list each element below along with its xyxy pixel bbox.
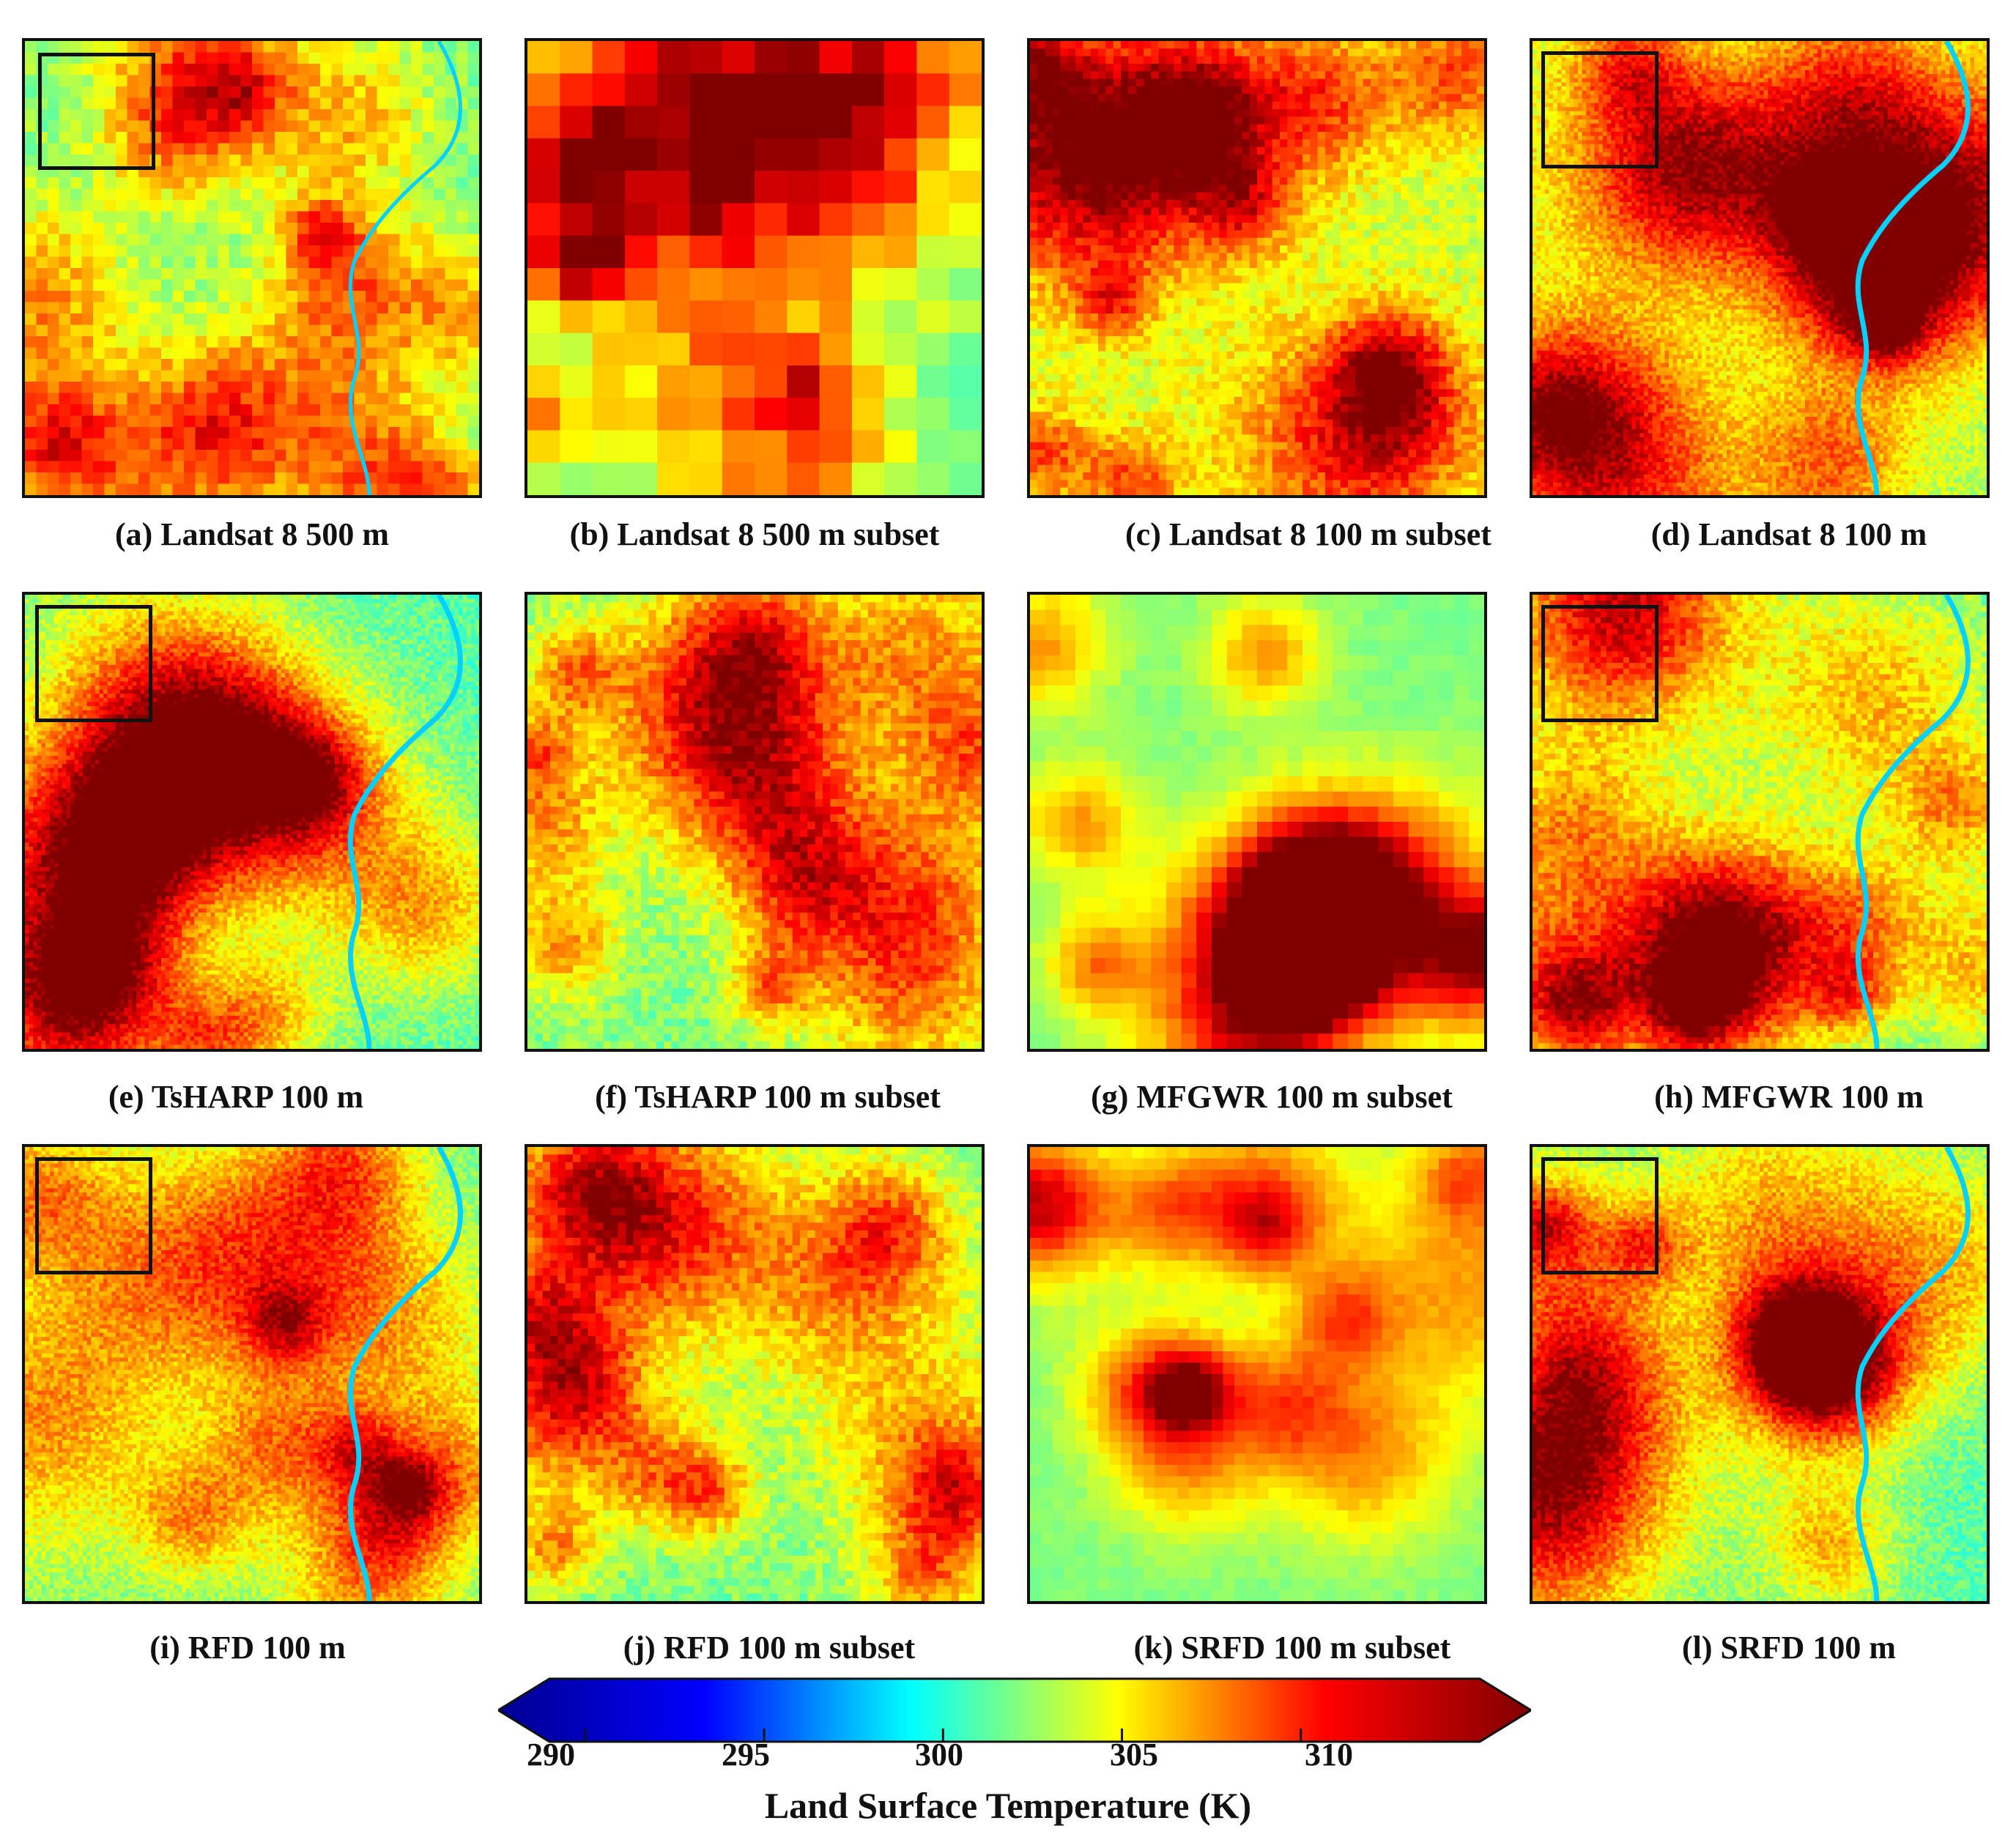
lst-map-c [1030, 41, 1484, 495]
lst-raster-k [1030, 1147, 1484, 1601]
colorbar [498, 1677, 1531, 1743]
colorbar-tick-2: 300 [895, 1736, 983, 1773]
caption-h: (h) MFGWR 100 m [1533, 1078, 2016, 1115]
map-panel-g [1027, 592, 1487, 1052]
caption-e: (e) TsHARP 100 m [0, 1078, 492, 1115]
lst-map-b [527, 41, 982, 495]
lst-raster-f [527, 595, 982, 1049]
lst-map-f [527, 595, 982, 1049]
caption-g: (g) MFGWR 100 m subset [1015, 1078, 1528, 1115]
subset-box-d [1541, 51, 1659, 168]
caption-l: (l) SRFD 100 m [1533, 1629, 2016, 1666]
lst-raster-c [1030, 41, 1484, 495]
colorbar-tick-0: 290 [507, 1736, 595, 1773]
caption-j: (j) RFD 100 m subset [513, 1629, 1026, 1666]
lst-map-j [527, 1147, 982, 1601]
caption-f: (f) TsHARP 100 m subset [511, 1078, 1024, 1115]
caption-k: (k) SRFD 100 m subset [1036, 1629, 1549, 1666]
caption-b: (b) Landsat 8 500 m subset [498, 516, 1011, 553]
caption-i: (i) RFD 100 m [0, 1629, 504, 1666]
map-panel-f [525, 592, 985, 1052]
colorbar-tick-4: 310 [1285, 1736, 1373, 1773]
lst-raster-b [527, 41, 982, 495]
map-panel-j [525, 1144, 985, 1604]
colorbar-body [498, 1679, 1531, 1742]
colorbar-label: Land Surface Temperature (K) [568, 1784, 1448, 1827]
map-panel-c [1027, 38, 1487, 498]
lst-raster-j [527, 1147, 982, 1601]
subset-box-i [35, 1157, 152, 1274]
caption-a: (a) Landsat 8 500 m [0, 516, 508, 553]
subset-box-a [38, 53, 155, 170]
caption-d: (d) Landsat 8 100 m [1533, 516, 2016, 553]
colorbar-tick-3: 305 [1090, 1736, 1178, 1773]
colorbar-tick-1: 295 [702, 1736, 790, 1773]
subset-box-h [1541, 605, 1659, 722]
map-panel-b [525, 38, 985, 498]
subset-box-l [1541, 1157, 1659, 1274]
lst-map-k [1030, 1147, 1484, 1601]
subset-box-e [35, 605, 152, 722]
lst-raster-g [1030, 595, 1484, 1049]
lst-map-g [1030, 595, 1484, 1049]
caption-c: (c) Landsat 8 100 m subset [1052, 516, 1565, 553]
map-panel-k [1027, 1144, 1487, 1604]
